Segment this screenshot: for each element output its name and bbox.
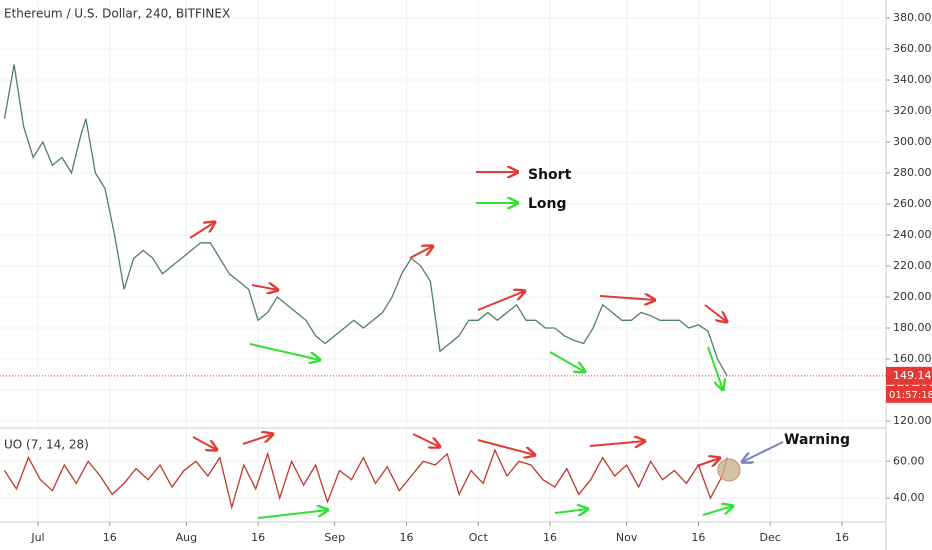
y-tick-label: 160.00 (893, 352, 932, 365)
arrow (477, 439, 535, 455)
x-tick-label: 16 (543, 531, 557, 544)
annotation: Warning (784, 432, 850, 448)
data-layer (3, 64, 728, 510)
y-tick-label: 180.00 (893, 321, 932, 334)
x-tick-label: 16 (691, 531, 705, 544)
x-tick-label: Sep (324, 531, 345, 544)
arrow (702, 506, 733, 516)
arrow (412, 433, 440, 447)
y-tick-label: 360.00 (893, 42, 932, 55)
y-tick-label: 300.00 (893, 135, 932, 148)
arrow (549, 351, 585, 372)
annotation-arrows (189, 172, 784, 519)
x-tick-label: 16 (251, 531, 265, 544)
y-tick-label: 280.00 (893, 166, 932, 179)
y-tick-label: 380.00 (893, 11, 932, 24)
arrow (599, 296, 655, 300)
annotation: Long (528, 196, 567, 212)
indicator-title: UO (7, 14, 28) (4, 438, 89, 452)
arrow (242, 434, 273, 445)
x-tick-label: 16 (835, 531, 849, 544)
y-tick-label: 60.00 (893, 454, 925, 467)
y-tick-label: 340.00 (893, 73, 932, 86)
arrow (251, 285, 278, 290)
y-tick-label: 200.00 (893, 290, 932, 303)
grid-layer (0, 0, 886, 522)
x-tick-label: Jul (30, 531, 44, 544)
arrow (257, 510, 328, 519)
y-tick-label: 260.00 (893, 197, 932, 210)
arrow (409, 246, 433, 259)
x-tick-label: Aug (176, 531, 197, 544)
arrow (589, 441, 645, 446)
countdown-box (886, 385, 932, 403)
series-line (3, 448, 728, 510)
y-tick-label: 40.00 (893, 491, 925, 504)
arrow (249, 343, 320, 360)
y-tick-label: 240.00 (893, 228, 932, 241)
x-tick-label: Dec (760, 531, 781, 544)
y-tick-label: 220.00 (893, 259, 932, 272)
arrow (696, 458, 720, 466)
y-tick-label: 120.00 (893, 414, 932, 427)
arrow (189, 222, 215, 239)
arrow (742, 441, 784, 462)
chart-title: Ethereum / U.S. Dollar, 240, BITFINEX (4, 7, 230, 21)
y-tick-label: 320.00 (893, 104, 932, 117)
arrow (707, 346, 723, 390)
arrow (192, 436, 217, 450)
last-price-box (886, 366, 932, 385)
countdown-label: 01:57:18 (889, 390, 932, 401)
last-price-label: 149.14 (893, 369, 932, 382)
x-tick-label: Nov (616, 531, 638, 544)
x-tick-label: Oct (469, 531, 489, 544)
x-tick-label: 16 (103, 531, 117, 544)
arrow (477, 291, 525, 311)
warning-circle (717, 458, 741, 482)
annotation: Short (528, 167, 572, 183)
arrow (704, 304, 727, 322)
arrow (554, 509, 588, 513)
x-tick-label: 16 (399, 531, 413, 544)
series-line (3, 64, 728, 377)
